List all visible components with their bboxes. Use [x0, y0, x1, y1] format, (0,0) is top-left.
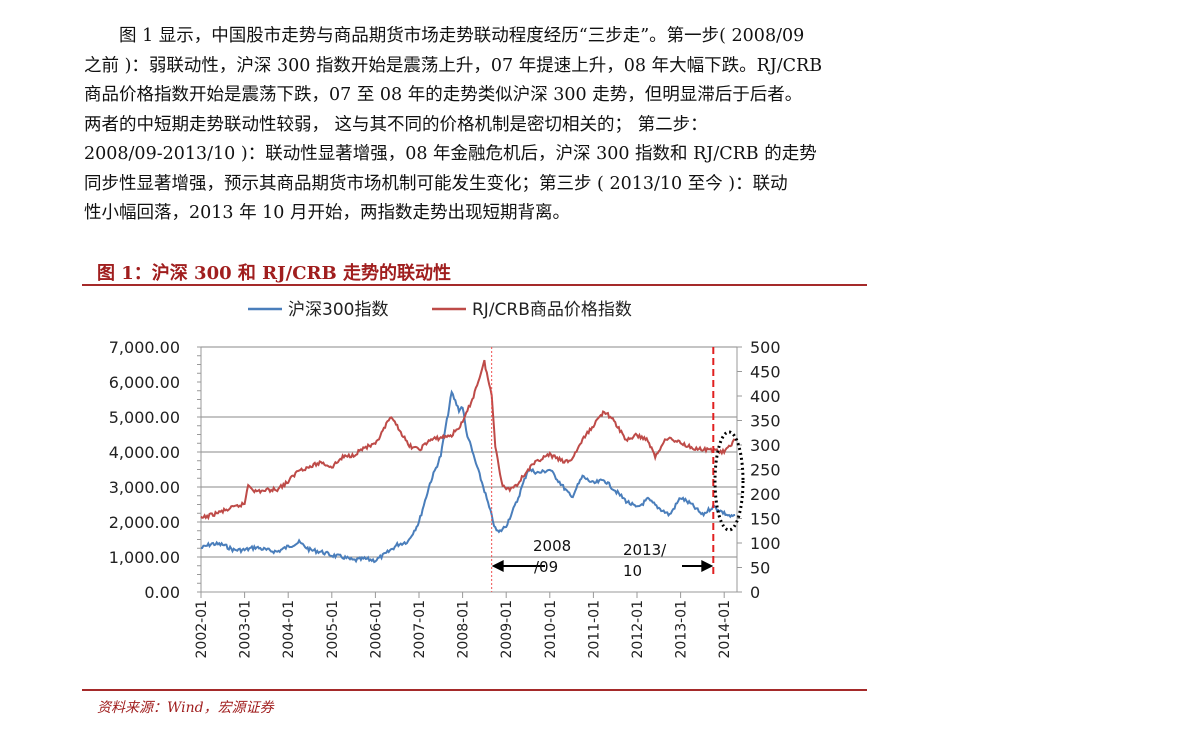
y-left-tick-label: 4,000.00 — [109, 443, 180, 462]
paragraph-line: 图 1 显示，中国股市走势与商品期货市场走势联动程度经历“三步走”。第一步( 2… — [84, 26, 805, 46]
annotation-2008-09-line1: 2008 — [533, 537, 571, 555]
y-right-tick-label: 150 — [750, 510, 781, 529]
x-tick-label: 2009-01 — [499, 600, 515, 659]
y-right-tick-label: 0 — [750, 583, 760, 602]
y-left-tick-label: 7,000.00 — [109, 338, 180, 357]
body-paragraph: 图 1 显示，中国股市走势与商品期货市场走势联动程度经历“三步走”。第一步( 2… — [84, 22, 904, 229]
figure-source: 资料来源：Wind，宏源证券 — [97, 700, 274, 716]
arrow-left-head — [491, 560, 504, 572]
x-tick-label: 2004-01 — [281, 600, 297, 659]
y-right-tick-label: 200 — [750, 485, 781, 504]
x-tick-label: 2005-01 — [325, 600, 341, 659]
divergence-ellipse — [713, 430, 745, 532]
y-left-tick-label: 3,000.00 — [109, 478, 180, 497]
series-line-csi300 — [200, 389, 736, 564]
y-right-tick-label: 400 — [750, 387, 781, 406]
paragraph-line: 之前 )：弱联动性，沪深 300 指数开始是震荡上升，07 年提速上升，08 年… — [84, 55, 823, 76]
x-tick-label: 2011-01 — [586, 600, 602, 659]
legend-label-csi300: 沪深300指数 — [288, 300, 388, 320]
x-tick-label: 2008-01 — [456, 600, 472, 659]
x-tick-label: 2003-01 — [238, 600, 254, 659]
y-right-tick-label: 500 — [750, 338, 781, 357]
y-left-tick-label: 5,000.00 — [109, 408, 180, 427]
x-tick-label: 2006-01 — [368, 600, 384, 659]
x-tick-label: 2010-01 — [543, 600, 559, 659]
y-right-tick-label: 250 — [750, 461, 781, 480]
x-tick-label: 2002-01 — [194, 600, 210, 659]
annotation-2008-09-line2: /09 — [534, 558, 558, 576]
y-right-tick-label: 100 — [750, 534, 781, 553]
y-left-tick-label: 2,000.00 — [109, 513, 180, 532]
x-tick-label: 2007-01 — [412, 600, 428, 659]
y-right-tick-label: 300 — [750, 436, 781, 455]
y-right-tick-label: 350 — [750, 412, 781, 431]
annotation-2013-10-line1: 2013/ — [623, 541, 667, 559]
annotation-2013-10-line2: 10 — [623, 562, 642, 580]
y-left-tick-label: 0.00 — [144, 583, 180, 602]
paragraph-line: 商品价格指数开始是震荡下跌，07 至 08 年的走势类似沪深 300 走势，但明… — [84, 85, 803, 105]
paragraph-line: 同步性显著增强，预示其商品期货市场机制可能发生变化；第三步 ( 2013/10 … — [84, 173, 788, 194]
series-line-rjcrb — [200, 359, 736, 521]
x-tick-label: 2012-01 — [630, 600, 646, 659]
y-left-tick-label: 6,000.00 — [109, 373, 180, 392]
title-rule — [82, 284, 867, 286]
arrow-right-head — [701, 560, 714, 572]
y-right-tick-label: 450 — [750, 363, 781, 382]
bottom-rule — [82, 689, 867, 691]
legend-label-rjcrb: RJ/CRB商品价格指数 — [472, 300, 632, 320]
figure-title: 图 1：沪深 300 和 RJ/CRB 走势的联动性 — [97, 263, 451, 284]
paragraph-line: 2008/09-2013/10 )：联动性显著增强，08 年金融危机后，沪深 3… — [84, 144, 817, 164]
y-left-tick-label: 1,000.00 — [109, 548, 180, 567]
paragraph-line: 性小幅回落，2013 年 10 月开始，两指数走势出现短期背离。 — [84, 203, 570, 223]
x-tick-label: 2013-01 — [674, 600, 690, 659]
y-right-tick-label: 50 — [750, 559, 770, 578]
paragraph-line: 两者的中短期走势联动性较弱， 这与其不同的价格机制是密切相关的； 第二步： — [84, 114, 708, 135]
x-tick-label: 2014-01 — [717, 600, 733, 659]
